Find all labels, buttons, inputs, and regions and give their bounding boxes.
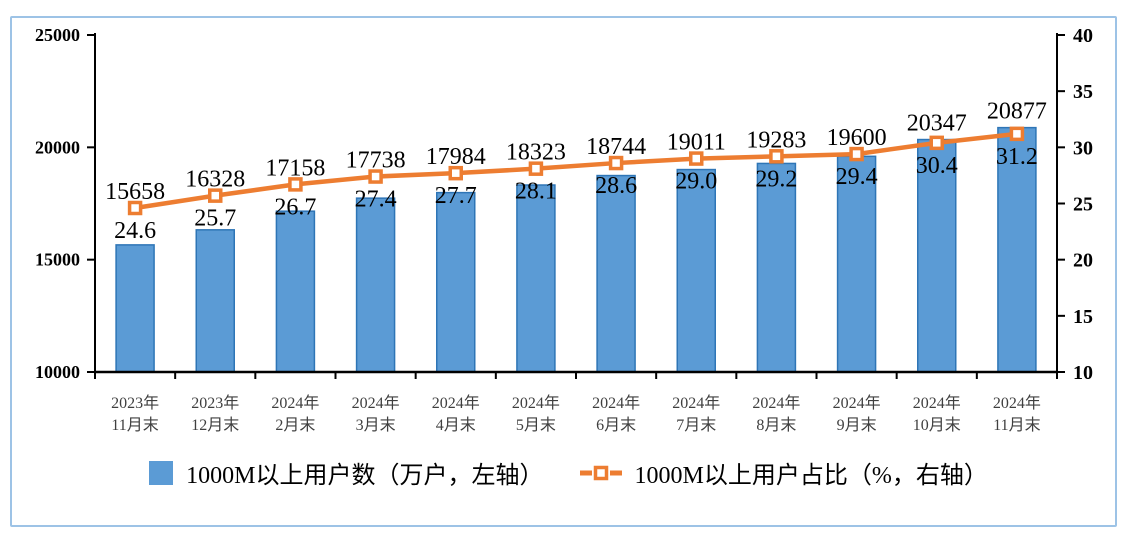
bar-series-legend-label: 1000M以上用户数（万户，左轴） (186, 463, 544, 489)
right-axis-tick-label: 10 (1073, 362, 1093, 384)
bar (756, 162, 797, 373)
left-axis-tick-label: 25000 (35, 25, 80, 45)
bar (676, 168, 716, 373)
line-value-label: 29.0 (675, 169, 717, 195)
bar (355, 197, 396, 373)
percent-line (134, 131, 1018, 211)
line-marker (528, 161, 544, 176)
legend-item-line-series: 1000M以上用户占比（%，右轴） (579, 455, 988, 490)
x-axis-category-label: 2024年 4月末 (432, 394, 480, 434)
right-axis-tick-label: 20 (1073, 250, 1093, 272)
line-marker (849, 146, 864, 162)
line-marker (127, 200, 143, 216)
line-series-marker-icon (579, 465, 622, 480)
line-value-label: 27.7 (435, 183, 477, 209)
line-marker (769, 149, 784, 164)
x-axis-category-label: 2024年 2月末 (271, 394, 319, 434)
line-value-label: 31.2 (996, 144, 1038, 170)
line-value-label: 24.6 (114, 218, 156, 244)
bar (917, 138, 957, 373)
line-marker (1009, 126, 1025, 142)
bar-value-label: 17984 (426, 144, 486, 170)
bar-value-label: 18744 (586, 134, 646, 160)
x-axis-category-label: 2024年 9月末 (833, 394, 881, 434)
bar-value-label: 17158 (265, 155, 325, 181)
left-axis-tick-label: 20000 (35, 137, 80, 157)
line-marker (448, 165, 463, 181)
bar-value-label: 20877 (987, 99, 1047, 125)
x-axis-category-label: 2024年 11月末 (993, 394, 1041, 434)
right-axis-tick-label: 25 (1073, 194, 1093, 216)
bar-series-swatch-icon (149, 460, 174, 485)
bar-value-label: 16328 (185, 167, 245, 193)
line-value-label: 29.4 (836, 164, 878, 190)
line-value-label: 30.4 (916, 153, 958, 179)
left-axis-tick-label: 10000 (35, 362, 80, 382)
x-axis-category-label: 2023年 12月末 (191, 394, 239, 434)
line-marker (689, 151, 704, 166)
right-axis-tick-label: 40 (1073, 25, 1093, 47)
line-marker (368, 169, 383, 184)
bar (436, 191, 476, 373)
bar (836, 155, 877, 373)
x-axis-category-label: 2024年 8月末 (752, 394, 800, 434)
bar-value-label: 18323 (506, 140, 566, 166)
line-value-label: 28.6 (595, 173, 637, 199)
x-axis-category-label: 2024年 3月末 (352, 394, 400, 434)
legend-item-bar-series: 1000M以上用户数（万户，左轴） (149, 455, 544, 490)
bar (115, 244, 155, 373)
left-axis-tick-label: 15000 (35, 250, 80, 270)
line-marker (608, 155, 624, 171)
bar-value-label: 17738 (346, 148, 406, 174)
right-axis-tick-label: 30 (1073, 137, 1093, 159)
line-value-label: 25.7 (194, 206, 236, 232)
line-marker (929, 135, 944, 151)
bar-value-label: 19011 (667, 130, 726, 156)
bar (275, 210, 316, 373)
bar-value-label: 19283 (746, 127, 806, 153)
x-axis-category-label: 2024年 10月末 (913, 394, 961, 434)
bar (516, 184, 556, 373)
line-value-label: 29.2 (755, 166, 797, 192)
x-axis-category-label: 2023年 11月末 (111, 394, 159, 434)
x-axis-category-label: 2024年 5月末 (512, 394, 560, 434)
bar (596, 174, 636, 373)
line-series-legend-label: 1000M以上用户占比（%，右轴） (634, 463, 988, 489)
right-axis-tick-label: 15 (1073, 306, 1093, 328)
line-marker (208, 188, 223, 203)
bar (195, 229, 235, 373)
line-value-label: 28.1 (515, 179, 557, 205)
chart-legend: 1000M以上用户数（万户，左轴） 1000M以上用户占比（%，右轴） (0, 455, 1137, 490)
line-value-label: 26.7 (274, 194, 316, 220)
bar-value-label: 19600 (827, 125, 887, 151)
right-axis-tick-label: 35 (1073, 81, 1093, 103)
bar-value-label: 20347 (907, 111, 967, 137)
line-marker (288, 177, 303, 192)
x-axis-category-label: 2024年 7月末 (672, 394, 720, 434)
bar-value-label: 15658 (105, 179, 165, 205)
x-axis-category-label: 2024年 6月末 (592, 394, 640, 434)
line-value-label: 27.4 (355, 187, 397, 213)
